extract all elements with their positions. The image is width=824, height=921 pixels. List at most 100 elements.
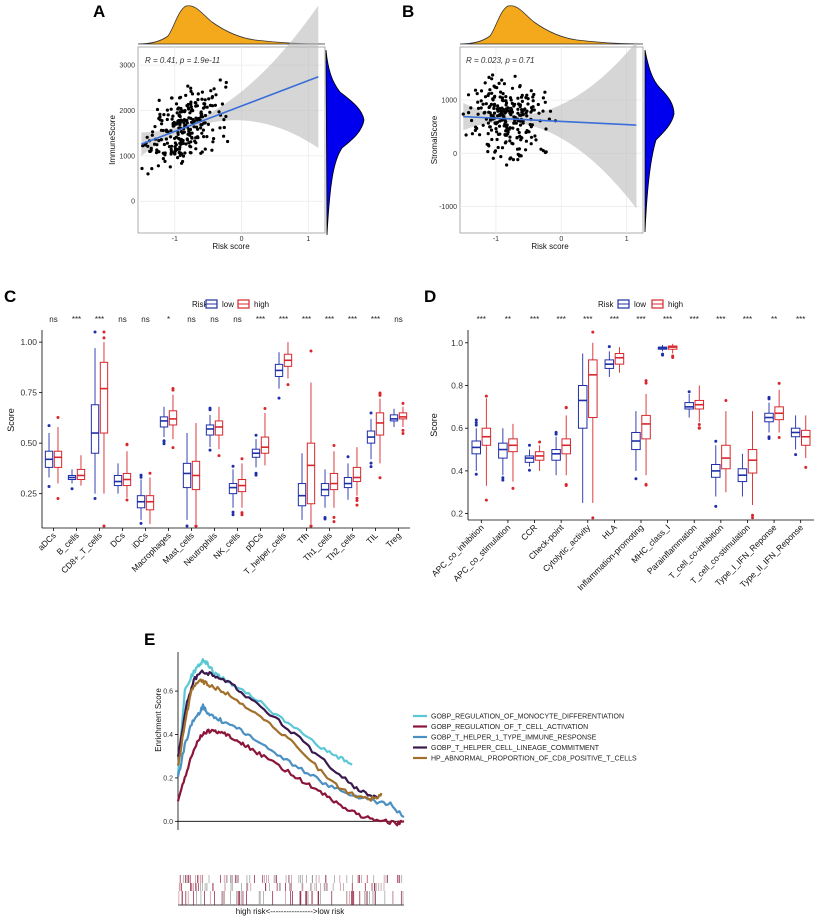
panel-a-point xyxy=(182,121,186,125)
panel-a-point xyxy=(182,118,186,122)
panel-b-point xyxy=(483,110,487,114)
panel-a-point xyxy=(166,113,170,117)
panel-b-point xyxy=(520,99,525,103)
panel-a-point xyxy=(176,131,180,135)
panel-b-point xyxy=(497,81,501,85)
significance-label: *** xyxy=(256,315,265,324)
panel-a-point xyxy=(189,105,193,109)
panel-a-point xyxy=(150,133,154,137)
panel-b-point xyxy=(518,123,523,127)
panel-e-ytick: 0.2 xyxy=(163,775,173,782)
low-outlier xyxy=(93,330,97,334)
panel-label-b: B xyxy=(402,2,414,21)
panel-a-point xyxy=(171,114,175,118)
low-outlier xyxy=(767,397,771,401)
panel-a-point xyxy=(154,151,159,155)
panel-a-point xyxy=(186,84,190,88)
panel-b-point xyxy=(501,92,505,96)
low-outlier xyxy=(139,473,143,477)
panel-b-point xyxy=(539,147,543,151)
panel-a-point xyxy=(178,96,182,100)
high-box xyxy=(329,472,339,491)
y-tick-label: 1.0 xyxy=(451,338,463,348)
panel-b-point xyxy=(486,132,490,136)
panel-b-point xyxy=(487,105,491,110)
panel-a-point xyxy=(222,134,226,138)
panel-a-point xyxy=(200,90,204,94)
panel-a-point xyxy=(188,151,192,155)
panel-b-point xyxy=(519,95,524,99)
panel-a-point xyxy=(165,108,169,112)
panel-b-point xyxy=(475,126,479,130)
panel-a-point xyxy=(175,111,179,115)
panel-b-point xyxy=(491,98,495,102)
panel-b-point xyxy=(506,109,511,113)
panel-b-point xyxy=(511,126,515,130)
low-outlier xyxy=(254,473,258,477)
category-label: Treg xyxy=(384,530,403,549)
panel-a-point xyxy=(174,102,179,106)
panel-a-ytick: 1000 xyxy=(119,153,135,160)
high-outlier xyxy=(484,498,488,502)
panel-a-point xyxy=(161,157,165,161)
low-outlier xyxy=(231,464,235,468)
panel-a-point xyxy=(212,137,216,141)
panel-a-point xyxy=(170,150,174,154)
panel-b-point xyxy=(510,110,514,114)
panel-a-correlation: R = 0.41, p = 1.9e-11 xyxy=(145,56,220,65)
panel-a-point xyxy=(226,139,230,144)
panel-a-point xyxy=(222,118,226,122)
panel-b-point xyxy=(515,135,519,140)
high-outlier xyxy=(56,496,60,500)
panel-b-point xyxy=(519,113,523,117)
panel-a-point xyxy=(185,118,189,122)
panel-b-point xyxy=(517,102,521,106)
panel-a-point xyxy=(165,117,169,122)
panel-b-point xyxy=(473,88,478,92)
high-outlier xyxy=(724,399,728,403)
high-box xyxy=(99,361,109,434)
panel-b-point xyxy=(547,117,552,121)
significance-label: *** xyxy=(348,315,357,324)
y-tick-label: 0.25 xyxy=(20,489,37,499)
high-box xyxy=(614,352,625,365)
panel-a-point xyxy=(162,113,166,117)
panel-a-point xyxy=(178,110,182,114)
panel-a-point xyxy=(169,147,173,152)
panel-b-point xyxy=(504,129,508,133)
high-outlier xyxy=(378,391,382,395)
panel-a-point xyxy=(157,138,161,143)
panel-a-point xyxy=(163,153,167,157)
panel-b-point xyxy=(491,114,495,118)
panel-a-point xyxy=(184,142,188,146)
low-outlier xyxy=(714,439,718,443)
panel-a-point xyxy=(176,119,180,123)
panel-b-point xyxy=(517,154,522,158)
panel-b-point xyxy=(511,142,515,146)
panel-b-point xyxy=(524,96,528,100)
panel-a-point xyxy=(148,149,152,154)
panel-d-boxplot: Risk low high 0.20.40.60.81.0***APC_co_i… xyxy=(429,299,814,593)
significance-label: *** xyxy=(371,315,380,324)
high-outlier xyxy=(309,349,313,353)
panel-b-confidence-band xyxy=(463,41,637,209)
panel-b-point xyxy=(478,133,482,137)
panel-b-point xyxy=(524,139,529,143)
panel-b-xtick: 0 xyxy=(559,236,563,243)
panel-a-point xyxy=(170,117,174,121)
panel-a-point xyxy=(194,136,198,140)
high-outlier xyxy=(217,454,221,458)
panel-a-point xyxy=(162,142,166,147)
high-outlier xyxy=(591,330,595,334)
low-outlier xyxy=(323,517,327,521)
low-outlier xyxy=(474,421,478,425)
high-outlier xyxy=(286,383,290,387)
panel-a-point xyxy=(156,164,160,168)
panel-b-point xyxy=(499,109,503,113)
panel-a-point xyxy=(185,121,189,125)
panel-a-point xyxy=(186,132,190,136)
panel-a-point xyxy=(140,166,144,171)
high-outlier xyxy=(125,442,129,446)
panel-c-ylabel: Score xyxy=(6,408,16,432)
low-outlier xyxy=(554,432,558,436)
